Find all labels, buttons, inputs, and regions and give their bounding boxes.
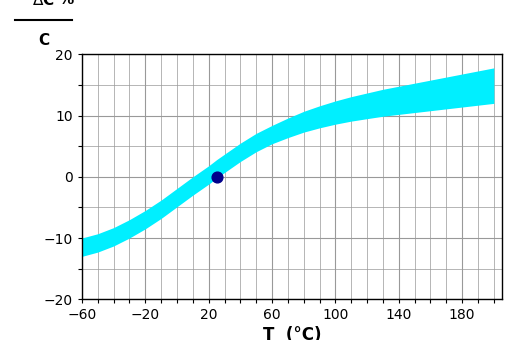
Text: %: % — [59, 0, 74, 7]
Point — [212, 174, 221, 180]
Text: $\Delta$C: $\Delta$C — [32, 0, 55, 8]
X-axis label: T  (°C): T (°C) — [263, 326, 321, 340]
Text: C: C — [38, 33, 49, 48]
